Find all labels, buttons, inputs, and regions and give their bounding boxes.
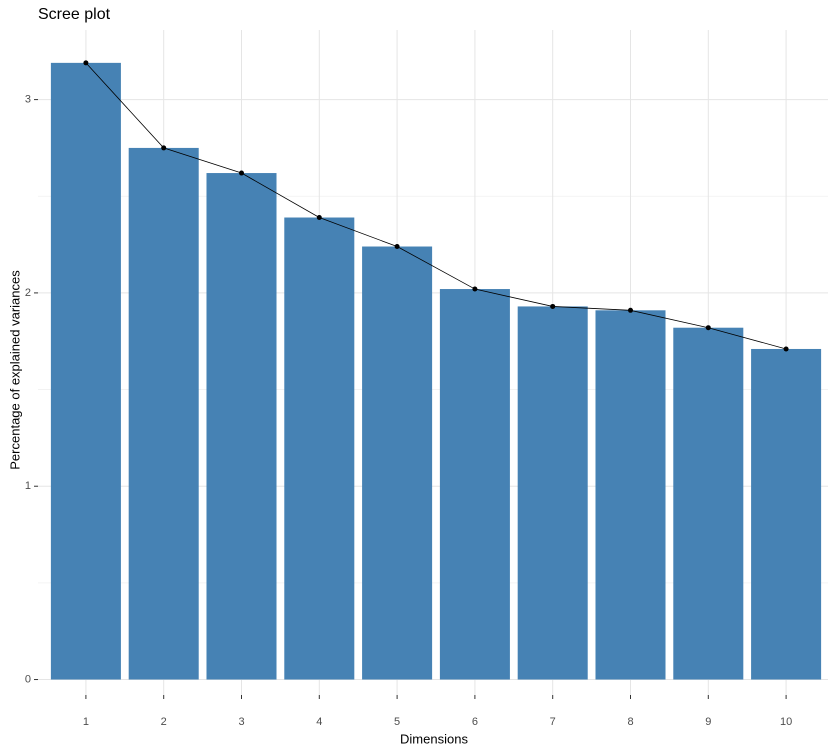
bar xyxy=(439,289,510,680)
point xyxy=(472,286,478,292)
x-tick-label: 5 xyxy=(394,716,400,728)
x-axis-title: Dimensions xyxy=(400,731,468,746)
x-tick-label: 2 xyxy=(161,716,167,728)
x-tick-label: 3 xyxy=(238,716,244,728)
x-tick-label: 4 xyxy=(316,716,322,728)
x-tick-label: 10 xyxy=(780,716,792,728)
point xyxy=(705,325,711,331)
point xyxy=(161,145,167,151)
x-tick-label: 1 xyxy=(83,716,89,728)
point xyxy=(83,60,89,66)
y-tick-label: 0 xyxy=(25,673,31,685)
point xyxy=(316,215,322,221)
y-tick-label: 3 xyxy=(25,93,31,105)
bar xyxy=(751,348,822,680)
x-tick-label: 8 xyxy=(627,716,633,728)
line xyxy=(85,62,787,350)
x-tick-label: 7 xyxy=(550,716,556,728)
x-tick-label: 6 xyxy=(472,716,478,728)
y-tick-label: 2 xyxy=(25,287,31,299)
point xyxy=(239,170,244,176)
y-tick-label: 1 xyxy=(25,480,31,492)
chart-title: Scree plot xyxy=(38,6,111,23)
bar xyxy=(517,306,588,680)
x-tick-label: 9 xyxy=(705,716,711,728)
point xyxy=(394,244,400,250)
bar xyxy=(50,62,121,680)
bar xyxy=(673,327,744,680)
point xyxy=(628,307,633,313)
bar xyxy=(595,310,666,680)
bar xyxy=(362,246,433,680)
bar xyxy=(206,173,277,680)
y-axis-title: Percentage of explained variances xyxy=(7,270,22,470)
bar xyxy=(284,217,355,680)
point xyxy=(550,303,556,309)
point xyxy=(783,346,789,352)
bar xyxy=(128,147,199,680)
